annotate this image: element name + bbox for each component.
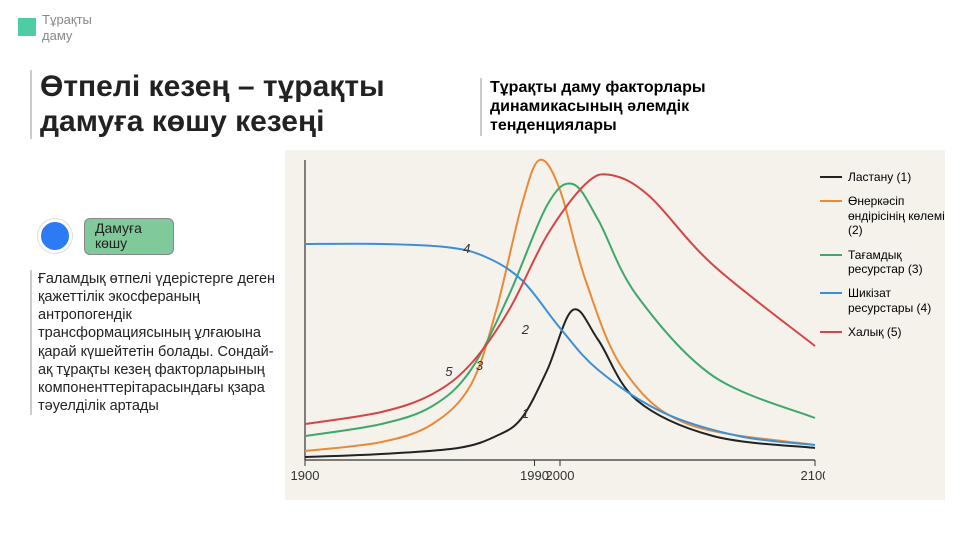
- svg-text:2100: 2100: [801, 468, 825, 483]
- legend-swatch: [820, 200, 842, 202]
- legend-label: Өнеркәсіп өндірісінің көлемі (2): [848, 194, 955, 237]
- legend-item: Тағамдық ресурстар (3): [820, 248, 955, 277]
- header-category-label: Тұрақты даму: [42, 12, 112, 43]
- topic-dot-icon: [38, 219, 72, 253]
- legend-item: Өнеркәсіп өндірісінің көлемі (2): [820, 194, 955, 237]
- topic-badge: Дамуға көшу: [84, 218, 174, 255]
- main-title-block: Өтпелі кезең – тұрақты дамуға көшу кезең…: [30, 70, 410, 139]
- legend-item: Ластану (1): [820, 170, 955, 184]
- svg-text:2: 2: [521, 322, 530, 337]
- legend-item: Халық (5): [820, 325, 955, 339]
- chart-legend: Ластану (1) Өнеркәсіп өндірісінің көлемі …: [820, 170, 955, 350]
- legend-swatch: [820, 176, 842, 178]
- svg-text:3: 3: [476, 358, 484, 373]
- page-title: Өтпелі кезең – тұрақты дамуға көшу кезең…: [40, 70, 410, 139]
- svg-text:5: 5: [445, 364, 453, 379]
- legend-swatch: [820, 254, 842, 256]
- legend-label: Тағамдық ресурстар (3): [848, 248, 955, 277]
- svg-text:4: 4: [463, 241, 470, 256]
- header-accent-square: [18, 18, 36, 36]
- legend-swatch: [820, 331, 842, 333]
- legend-label: Халық (5): [848, 325, 955, 339]
- svg-text:2000: 2000: [546, 468, 575, 483]
- body-paragraph: Ғаламдық өтпелі үдерістерге деген қажетт…: [30, 270, 280, 415]
- chart-title: Тұрақты даму факторлары динамикасының әл…: [480, 78, 800, 136]
- badge-row: Дамуға көшу: [38, 218, 174, 255]
- legend-label: Ластану (1): [848, 170, 955, 184]
- svg-text:1: 1: [522, 406, 529, 421]
- svg-text:1900: 1900: [291, 468, 320, 483]
- legend-swatch: [820, 292, 842, 294]
- legend-item: Шикізат ресурстары (4): [820, 286, 955, 315]
- legend-label: Шикізат ресурстары (4): [848, 286, 955, 315]
